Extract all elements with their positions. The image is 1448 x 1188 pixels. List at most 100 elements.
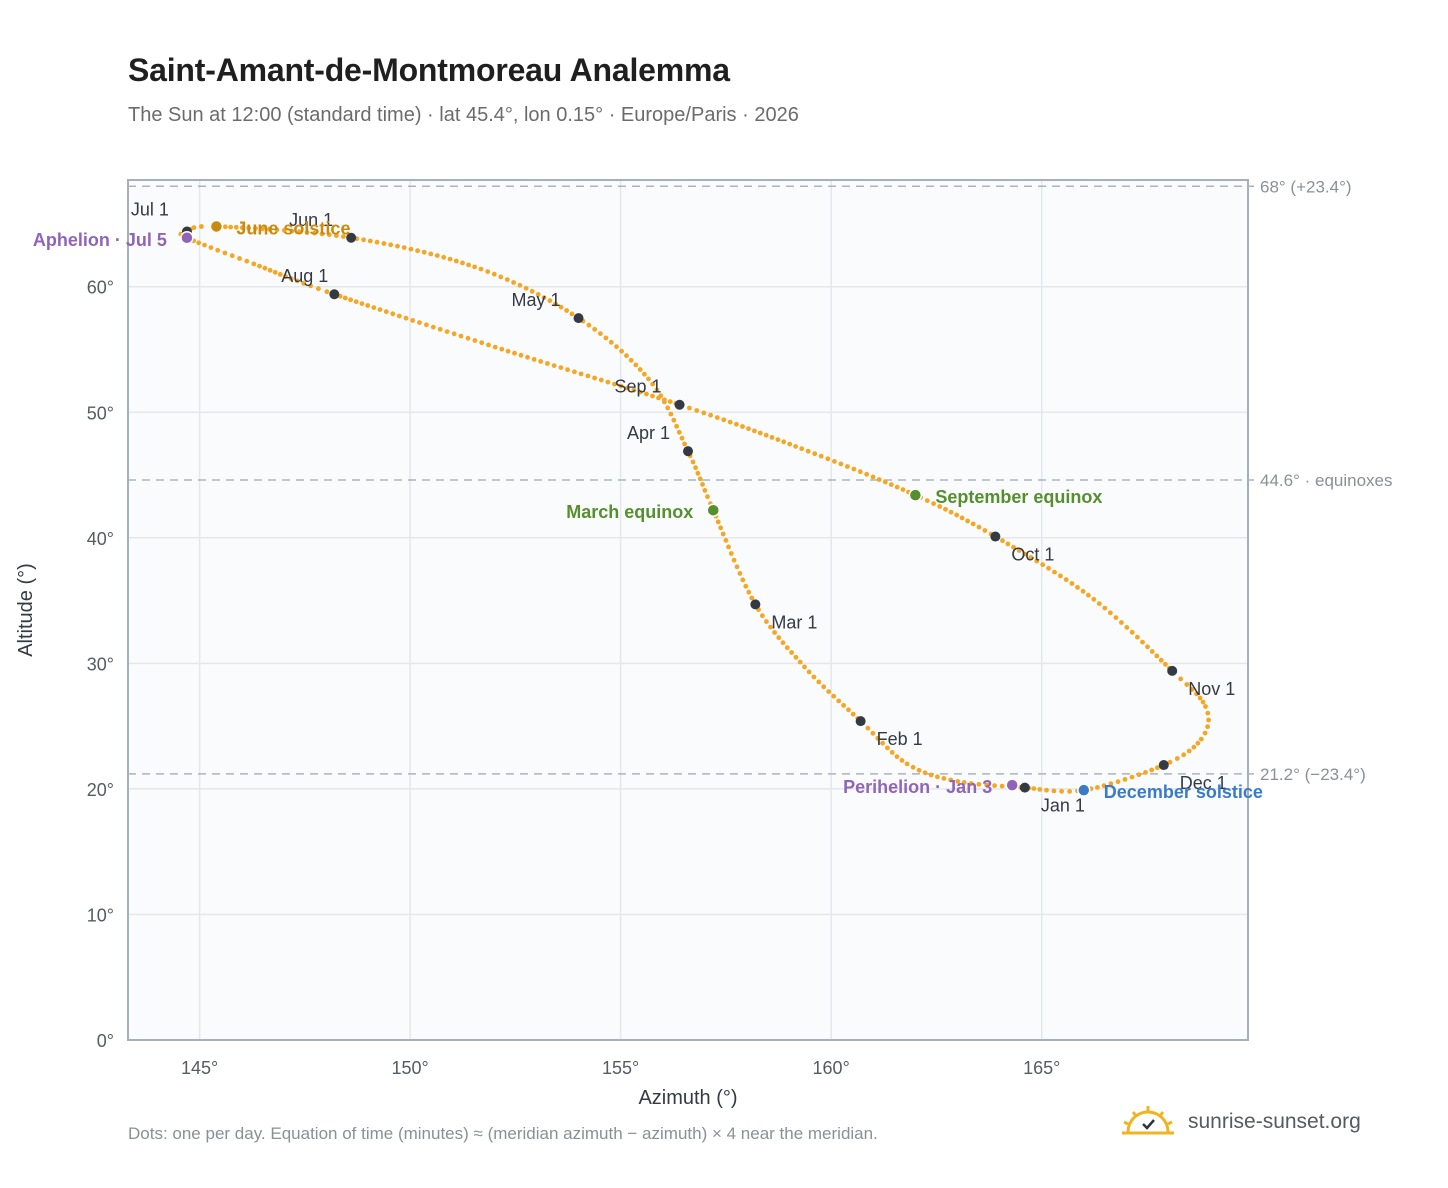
- day-dot: [899, 758, 905, 763]
- day-dot: [1115, 779, 1121, 785]
- chart-subtitle: The Sun at 12:00 (standard time) · lat 4…: [128, 104, 799, 126]
- day-dot: [1067, 789, 1072, 794]
- day-dot: [764, 619, 769, 624]
- x-axis-label: Azimuth (°): [638, 1087, 737, 1109]
- day-dot: [381, 241, 387, 246]
- day-dot: [257, 263, 262, 269]
- day-dot: [642, 371, 647, 377]
- day-dot: [723, 538, 729, 543]
- day-dot: [955, 779, 961, 784]
- day-dot: [447, 256, 453, 262]
- day-dot: [1135, 634, 1140, 640]
- day-dot: [838, 461, 844, 467]
- day-dot: [551, 363, 557, 368]
- day-dot: [1184, 682, 1190, 687]
- day-dot: [460, 260, 465, 266]
- day-dot: [928, 772, 934, 778]
- month-label: May 1: [511, 290, 560, 310]
- day-dot: [728, 551, 734, 556]
- day-dot: [676, 429, 682, 435]
- day-dot: [598, 331, 603, 336]
- day-dot: [572, 369, 577, 375]
- day-dot: [558, 304, 564, 310]
- day-dot: [731, 557, 737, 563]
- day-dot: [395, 243, 400, 249]
- day-dot: [1016, 548, 1022, 553]
- month-label: Mar 1: [771, 612, 817, 632]
- day-dot: [1145, 644, 1150, 650]
- day-dot: [1191, 744, 1197, 750]
- brand[interactable]: sunrise-sunset.org: [1120, 1104, 1361, 1140]
- day-dot: [324, 289, 330, 295]
- day-dot: [191, 225, 197, 231]
- day-dot: [1158, 657, 1164, 663]
- day-dot: [312, 230, 317, 236]
- day-dot: [695, 470, 701, 476]
- day-dot: [637, 389, 643, 395]
- day-dot: [910, 764, 916, 770]
- day-dot: [612, 381, 617, 387]
- day-dot: [740, 424, 745, 429]
- sun-logo-icon: [1122, 1106, 1174, 1135]
- day-dot: [992, 783, 997, 788]
- day-dot: [811, 674, 817, 680]
- day-dot: [1058, 573, 1063, 579]
- day-dot: [743, 583, 749, 589]
- day-dot: [1200, 699, 1206, 705]
- day-dot: [1059, 788, 1064, 794]
- day-dot: [578, 371, 584, 377]
- day-dot: [694, 408, 700, 413]
- day-dot: [1113, 615, 1119, 620]
- event-marker: [908, 488, 923, 502]
- day-dot: [486, 342, 491, 348]
- day-dot: [816, 679, 822, 685]
- x-tick-label: 150°: [391, 1058, 428, 1078]
- day-dot: [780, 640, 786, 646]
- month-label: Jun 1: [289, 210, 333, 230]
- day-dot: [787, 441, 793, 447]
- day-dot: [1005, 541, 1011, 547]
- day-dot: [633, 362, 639, 368]
- day-dot: [865, 725, 871, 731]
- month-marker: [329, 289, 340, 300]
- day-dot: [262, 265, 268, 271]
- day-dot: [208, 245, 214, 251]
- day-dot: [760, 613, 765, 619]
- day-dot: [702, 488, 708, 493]
- day-dot: [451, 331, 457, 337]
- day-dot: [965, 518, 970, 524]
- day-dot: [1069, 581, 1075, 586]
- day-dot: [1119, 620, 1124, 625]
- day-dot: [365, 303, 371, 308]
- day-dot: [598, 377, 604, 383]
- day-dot: [196, 240, 202, 246]
- day-dot: [904, 761, 910, 767]
- day-dot: [605, 379, 611, 385]
- day-dot: [954, 512, 960, 518]
- day-dot: [976, 524, 982, 530]
- day-dot: [1163, 661, 1168, 667]
- day-dot: [857, 469, 863, 475]
- day-dot: [371, 305, 377, 310]
- day-dot: [894, 754, 900, 759]
- day-dot: [812, 451, 818, 457]
- day-dot: [434, 253, 440, 258]
- day-dot: [319, 231, 325, 237]
- day-dot: [941, 776, 947, 781]
- day-dot: [701, 410, 707, 416]
- day-dot: [222, 224, 228, 230]
- day-dot: [1124, 625, 1130, 630]
- day-dot: [396, 313, 402, 319]
- month-marker: [683, 446, 693, 457]
- day-dot: [1186, 748, 1192, 754]
- day-dot: [558, 365, 564, 370]
- day-dot: [304, 230, 310, 235]
- day-dot: [976, 781, 982, 787]
- month-marker: [1019, 782, 1030, 793]
- day-dot: [228, 224, 234, 230]
- day-dot: [656, 395, 661, 401]
- month-label: Nov 1: [1188, 679, 1235, 699]
- event-label: Aphelion · Jul 5: [33, 230, 167, 250]
- y-tick-label: 30°: [87, 654, 114, 674]
- day-dot: [308, 283, 313, 289]
